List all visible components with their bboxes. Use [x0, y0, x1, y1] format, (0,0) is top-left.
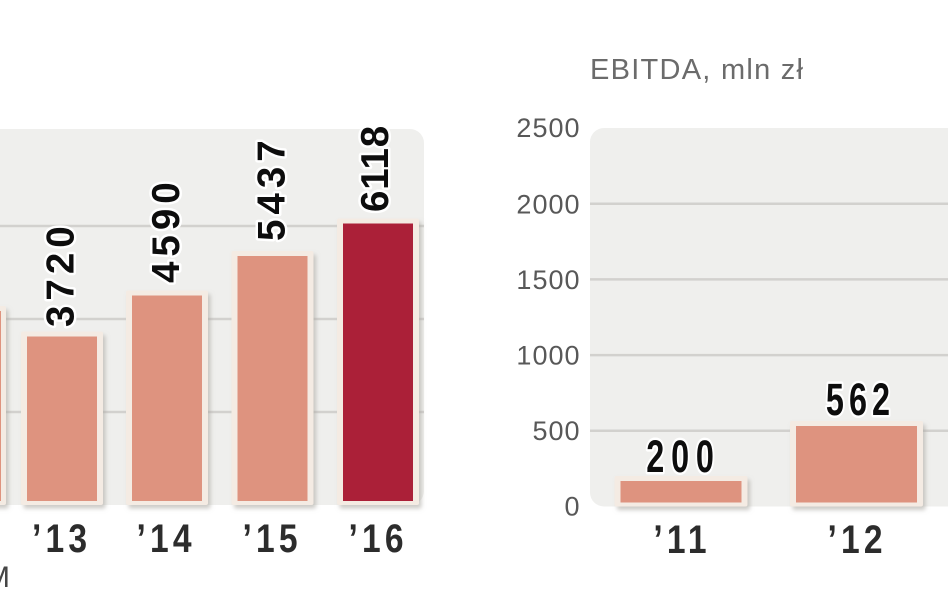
svg-text:1000: 1000 [516, 341, 580, 371]
svg-text:’15: ’15 [242, 516, 301, 560]
svg-text:500: 500 [532, 416, 580, 446]
svg-text:562: 562 [826, 376, 895, 425]
svg-text:EBITDA, mln zł: EBITDA, mln zł [590, 54, 804, 86]
svg-text:1500: 1500 [516, 265, 580, 295]
svg-text:4590: 4590 [145, 177, 188, 283]
svg-text:’16: ’16 [348, 516, 407, 560]
svg-text:’14: ’14 [136, 516, 195, 560]
svg-text:2500: 2500 [516, 113, 580, 143]
svg-text:0: 0 [564, 492, 580, 522]
svg-text:’11: ’11 [653, 517, 710, 561]
svg-text:6118: 6118 [354, 125, 397, 212]
svg-text:5437: 5437 [251, 135, 294, 241]
svg-text:’13: ’13 [32, 516, 91, 560]
svg-text:2000: 2000 [516, 190, 580, 220]
svg-text:200: 200 [646, 433, 721, 482]
svg-text:M: M [0, 561, 10, 593]
svg-text:’12: ’12 [827, 517, 886, 561]
svg-text:3720: 3720 [40, 221, 83, 327]
